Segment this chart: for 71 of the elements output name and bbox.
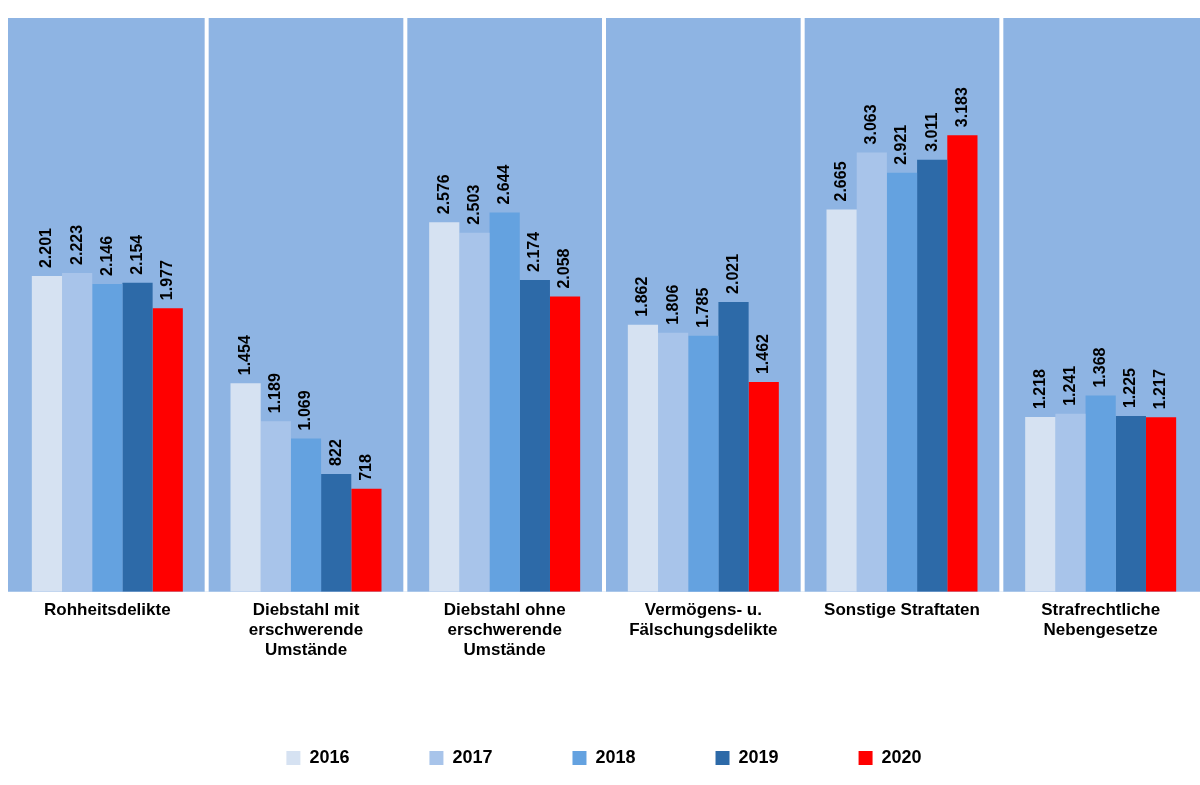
- legend-label: 2020: [881, 746, 922, 767]
- data-label: 1.241: [1060, 365, 1078, 406]
- data-label: 2.644: [495, 164, 513, 205]
- data-label: 2.154: [127, 234, 145, 275]
- data-label: 1.218: [1030, 368, 1048, 410]
- bar: [856, 152, 887, 592]
- data-label: 822: [326, 439, 344, 466]
- data-label: 718: [356, 454, 374, 481]
- bar: [152, 308, 183, 592]
- data-label: 1.069: [296, 390, 314, 431]
- bar: [947, 135, 978, 592]
- data-label: 1.454: [236, 335, 254, 376]
- bar: [549, 296, 581, 592]
- data-label: 2.665: [832, 161, 850, 202]
- x-tick-label: Diebstahl ohne erschwerende Umstände: [443, 599, 566, 660]
- bar: [429, 222, 460, 592]
- bar: [688, 335, 719, 592]
- bar: [1055, 413, 1086, 592]
- bar: [489, 212, 520, 592]
- bar: [31, 276, 63, 592]
- data-label: 2.021: [723, 253, 741, 294]
- bar: [1025, 417, 1056, 592]
- bar: [718, 301, 749, 592]
- data-label: 3.063: [862, 104, 880, 145]
- legend-label: 2018: [595, 746, 636, 767]
- data-label: 1.217: [1151, 369, 1169, 410]
- data-label: 2.146: [97, 235, 115, 276]
- bar: [826, 209, 857, 592]
- bar: [1115, 416, 1146, 592]
- bar: [62, 272, 93, 592]
- data-label: 1.785: [693, 287, 711, 328]
- data-label: 2.503: [464, 184, 482, 225]
- bar: [260, 421, 291, 592]
- x-tick-label: Rohheitsdelikte: [44, 599, 171, 619]
- bar: [290, 438, 322, 592]
- bar: [351, 488, 382, 592]
- bar: [1085, 395, 1116, 592]
- bar: [459, 232, 490, 592]
- bar: [230, 383, 261, 592]
- data-label: 1.806: [663, 284, 681, 325]
- bar: [917, 159, 948, 592]
- legend-label: 2019: [738, 746, 779, 767]
- bar: [122, 282, 153, 592]
- bar: [519, 279, 550, 592]
- bar: [321, 473, 352, 592]
- data-label: 2.201: [37, 227, 55, 269]
- data-label: 1.189: [266, 373, 284, 414]
- data-label: 2.174: [525, 231, 543, 272]
- data-label: 1.225: [1121, 367, 1139, 409]
- bar: [1145, 417, 1177, 592]
- x-tick-label: Vermögens- u. Fälschungsdelikte: [629, 599, 778, 640]
- x-tick-label: Strafrechtliche Nebengesetze: [1041, 599, 1161, 640]
- legend-label: 2016: [309, 746, 350, 767]
- data-label: 1.977: [158, 260, 176, 301]
- x-tick-label: Diebstahl mit erschwerende Umstände: [248, 599, 364, 660]
- legend-label: 2017: [452, 746, 493, 767]
- data-label: 2.921: [892, 124, 910, 165]
- bar: [748, 382, 779, 592]
- bar: [658, 332, 689, 592]
- bar: [92, 283, 123, 592]
- bar: [627, 324, 659, 592]
- data-label: 1.862: [633, 276, 651, 317]
- data-label: 1.368: [1091, 347, 1109, 388]
- bar: [886, 172, 918, 592]
- data-label: 2.576: [434, 174, 452, 215]
- data-label: 2.058: [555, 248, 573, 289]
- data-label: 3.011: [922, 112, 940, 152]
- data-label: 1.462: [754, 333, 772, 375]
- x-tick-label: Sonstige Straftaten: [824, 599, 980, 619]
- data-label: 2.223: [67, 224, 85, 265]
- data-label: 3.183: [952, 87, 970, 128]
